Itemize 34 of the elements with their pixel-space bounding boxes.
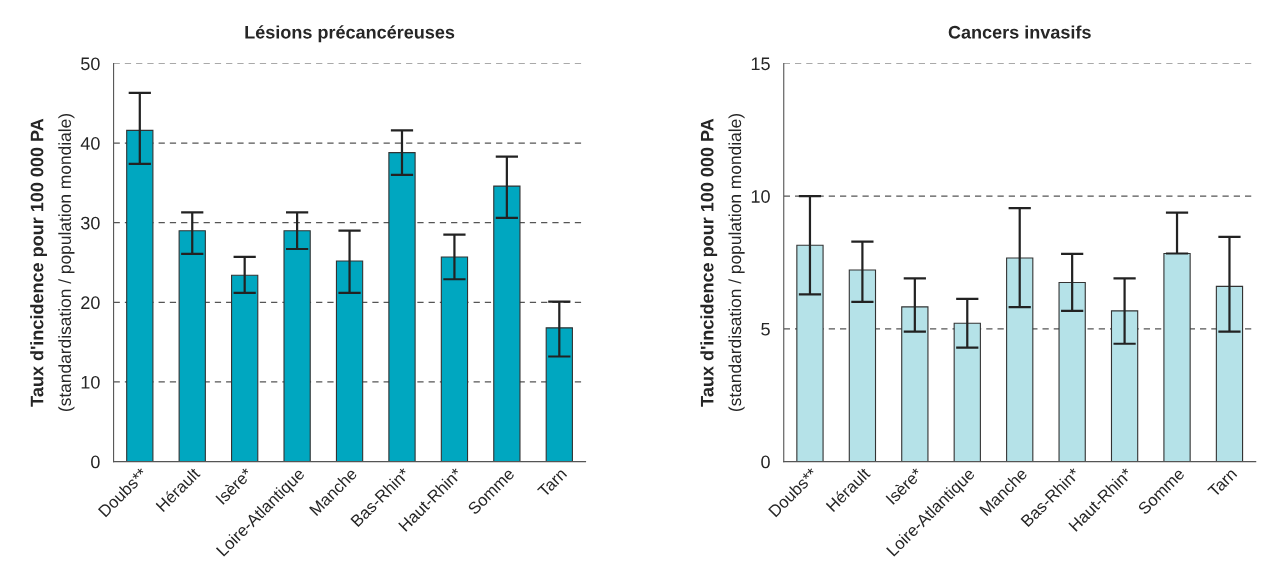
bar [178,230,206,462]
bar [283,230,311,462]
bar [335,260,364,462]
y-tick-label: 30 [80,216,100,230]
y-tick-label: 15 [751,57,770,71]
bar [1058,281,1086,462]
y-tick-label: 10 [81,375,100,389]
bar [1110,310,1139,462]
bar [545,327,573,462]
y-tick-label: 50 [81,57,100,71]
y-tick-label: 20 [81,296,100,310]
y-axis-title: Taux d'incidence pour 100 000 PA (standardisation / population mondiale) [700,114,745,412]
y-tick-label: 5 [761,323,770,336]
bar [440,256,469,462]
bar [1163,252,1191,462]
bar [901,306,929,462]
y-tick-label: 0 [761,455,770,469]
bar [1006,257,1034,462]
bar [848,269,877,462]
bar [126,129,154,462]
x-tick-label: Tarn [537,467,568,498]
bar [953,322,981,462]
bar [231,274,259,462]
y-tick-label: 0 [91,455,100,469]
y-axis-title: Taux d'incidence pour 100 000 PA (standardisation / population mondiale) [30,114,75,412]
y-tick-label: 40 [80,137,100,150]
bar [388,152,416,462]
x-tick-label: Tarn [1207,467,1238,498]
chart-title: Cancers invasifs [948,25,1091,39]
bar [796,244,824,462]
chart-title: Lésions précancéreuses [245,25,455,43]
bar [1215,285,1244,462]
y-tick-label: 10 [751,190,770,203]
bar [493,185,521,462]
